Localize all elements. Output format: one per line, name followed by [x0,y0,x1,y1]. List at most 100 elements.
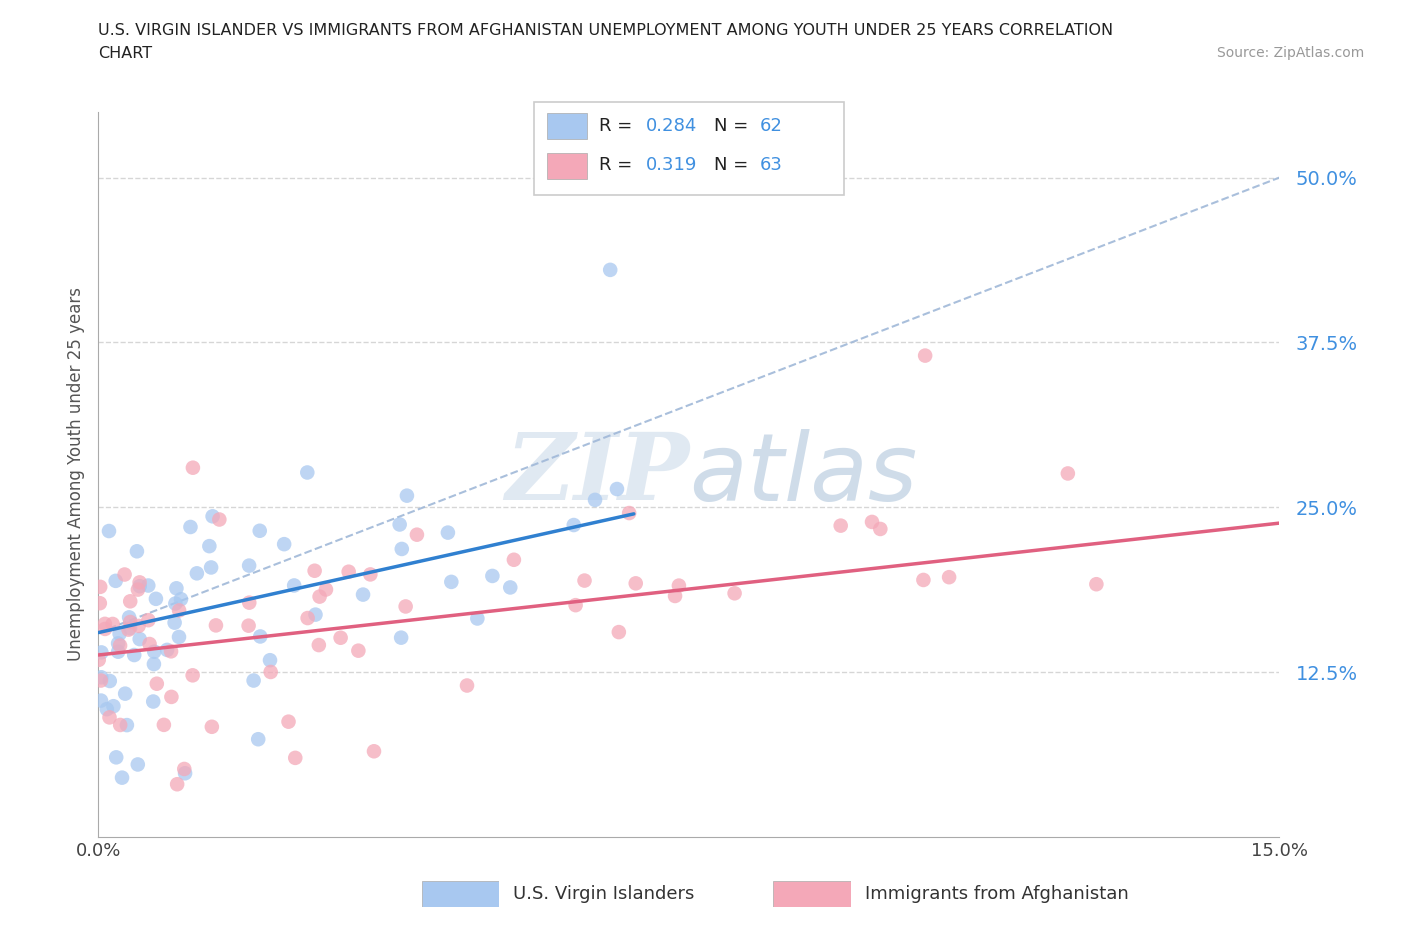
Point [242,673,264,688]
Point [142,694,165,709]
Text: 62: 62 [761,117,783,135]
Point [352,587,374,602]
Point [98,673,121,688]
Point [723,586,745,601]
Bar [547,113,586,140]
Point [120,615,142,630]
Point [329,631,352,645]
Point [153,717,176,732]
Point [308,638,330,653]
Point [136,578,159,593]
Point [607,625,630,640]
Point [156,643,179,658]
Point [1056,466,1078,481]
Point [284,751,307,765]
Bar [547,153,586,179]
Point [304,564,326,578]
Point [98,524,121,538]
Point [617,506,640,521]
Point [440,575,463,590]
Point [437,525,460,540]
Point [247,732,270,747]
Point [181,668,204,683]
Point [406,527,429,542]
Point [125,544,148,559]
Point [160,644,183,658]
Point [103,698,125,713]
Text: N =: N = [714,156,754,174]
Text: CHART: CHART [98,46,152,61]
Point [259,653,281,668]
Point [347,644,370,658]
Point [308,590,330,604]
Point [165,581,187,596]
Point [179,520,201,535]
Point [830,518,852,533]
Text: 63: 63 [761,156,783,174]
Point [128,618,150,633]
Point [160,689,183,704]
Point [108,638,131,653]
Point [201,719,224,734]
Point [90,645,112,660]
Point [583,493,606,508]
Point [562,518,585,533]
Text: N =: N = [714,117,754,135]
Point [165,596,187,611]
Point [89,579,111,594]
Point [90,670,112,684]
Point [574,573,596,588]
Point [304,607,326,622]
Point [167,603,190,618]
Point [143,644,166,659]
Point [87,652,110,667]
Point [186,565,208,580]
Text: 0.319: 0.319 [645,156,697,174]
Point [200,560,222,575]
Point [205,618,228,632]
Point [120,620,142,635]
Point [118,610,141,625]
Text: U.S. VIRGIN ISLANDER VS IMMIGRANTS FROM AFGHANISTAN UNEMPLOYMENT AMONG YOUTH UND: U.S. VIRGIN ISLANDER VS IMMIGRANTS FROM … [98,23,1114,38]
Point [117,622,139,637]
Point [388,517,411,532]
Point [181,460,204,475]
Point [283,578,305,593]
Point [138,613,160,628]
Point [1085,577,1108,591]
Point [249,629,271,644]
Point [914,348,936,363]
Point [201,509,224,524]
Point [564,598,586,613]
Point [502,552,524,567]
Point [467,611,489,626]
Point [198,538,221,553]
Point [127,582,149,597]
Point [170,591,193,606]
Text: U.S. Virgin Islanders: U.S. Virgin Islanders [513,884,695,903]
Point [107,644,129,659]
Point [912,573,935,588]
Text: R =: R = [599,117,638,135]
Point [90,693,112,708]
Point [127,757,149,772]
Point [108,626,131,641]
FancyBboxPatch shape [534,102,844,195]
Point [98,710,121,724]
Y-axis label: Unemployment Among Youth under 25 years: Unemployment Among Youth under 25 years [66,287,84,661]
Text: Immigrants from Afghanistan: Immigrants from Afghanistan [865,884,1129,903]
Point [389,631,412,645]
Point [395,488,418,503]
Point [122,647,145,662]
Point [111,770,134,785]
Point [391,541,413,556]
Point [395,599,418,614]
Point [128,631,150,646]
Point [260,665,283,680]
Point [599,262,621,277]
Point [664,589,686,604]
Point [208,512,231,527]
Point [167,630,190,644]
Point [359,567,381,582]
Point [90,673,112,688]
